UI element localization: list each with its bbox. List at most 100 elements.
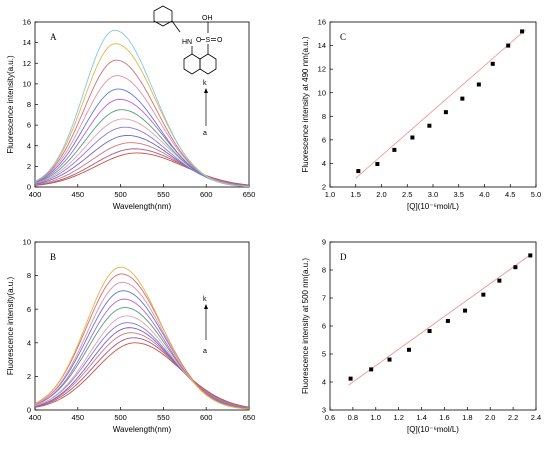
chemical-structure: HN OH O S O xyxy=(153,5,223,75)
y-tick-label: 10 xyxy=(23,79,31,88)
spectrum-curve xyxy=(34,142,250,187)
spectrum-curve xyxy=(34,332,250,409)
x-tick-label: 400 xyxy=(29,413,42,422)
panel-letter: B xyxy=(50,252,56,262)
y-tick-label: 8 xyxy=(322,112,326,121)
s-label: S xyxy=(206,37,211,44)
y-tick-label: 16 xyxy=(23,18,31,27)
arrow-annotation-a: k a xyxy=(203,80,208,137)
data-point xyxy=(387,357,392,362)
plot-frame xyxy=(34,241,250,411)
y-tick-label: 3 xyxy=(322,406,326,415)
x-axis-label: [Q](10⁻⁶mol/L) xyxy=(407,202,459,211)
y-tick-label: 14 xyxy=(318,41,326,50)
x-tick-label: 600 xyxy=(200,413,213,422)
data-point xyxy=(356,169,361,174)
y-tick-label: 6 xyxy=(27,121,31,130)
arrow-a-top-label: k xyxy=(203,80,207,87)
y-tick-label: 4 xyxy=(27,141,31,150)
y-tick-label: 10 xyxy=(23,238,31,247)
x-axis-label: [Q](10⁻⁶mol/L) xyxy=(407,425,459,434)
panel-letter: C xyxy=(340,32,346,42)
naphthalene-right-ring xyxy=(199,53,217,75)
x-tick-label: 450 xyxy=(72,413,85,422)
x-tick-label: 2.0 xyxy=(376,190,386,199)
data-point xyxy=(490,61,495,66)
plot-frame xyxy=(329,21,537,188)
y-tick-label: 6 xyxy=(322,135,326,144)
arrow-a-bottom-label: a xyxy=(203,130,207,137)
spectrum-curve xyxy=(34,43,250,187)
x-tick-label: 4.0 xyxy=(479,190,489,199)
y-tick-label: 12 xyxy=(318,65,326,74)
o-left-label: O xyxy=(196,37,202,44)
x-tick-label: 2.2 xyxy=(508,413,518,422)
naphthalene-left-ring xyxy=(183,53,201,75)
data-point xyxy=(375,162,380,167)
panel-b: 400 450 500 550 600 650 0 2 4 6 8 10 Wavelength(nm) F… xyxy=(6,238,255,434)
y-tick-label: 16 xyxy=(318,18,326,27)
data-point xyxy=(427,123,432,128)
x-tick-label: 2.4 xyxy=(531,413,541,422)
x-tick-label: 5.0 xyxy=(531,190,541,199)
y-tick-label: 2 xyxy=(27,372,31,381)
y-axis-label: Fluorescence intensity at 500 nm(a.u.) xyxy=(301,258,310,394)
x-tick-label: 1.0 xyxy=(371,413,381,422)
data-point xyxy=(497,278,502,283)
data-point xyxy=(463,308,468,313)
y-tick-label: 2 xyxy=(322,183,326,192)
y-axis-label: Fluorescence intensity(a.u.) xyxy=(6,55,15,154)
arrow-b-bottom-label: a xyxy=(203,348,207,355)
data-point xyxy=(476,82,481,87)
panel-c: 1.0 1.5 2.0 2.5 3.0 3.5 4.0 4.5 5.0 2 4 6 8 10 12 14 16 [… xyxy=(301,18,541,211)
y-tick-label: 8 xyxy=(27,271,31,280)
x-tick-label: 0.8 xyxy=(348,413,358,422)
spectrum-curve xyxy=(34,75,250,187)
y-tick-label: 0 xyxy=(27,183,31,192)
x-tick-label: 500 xyxy=(114,190,127,199)
y-tick-label: 14 xyxy=(23,38,31,47)
y-tick-label: 7 xyxy=(322,294,326,303)
arrow-a-head xyxy=(204,88,208,93)
x-tick-label: 2.5 xyxy=(402,190,412,199)
x-tick-label: 1.0 xyxy=(325,190,335,199)
oh-label: OH xyxy=(202,15,213,22)
spectrum-curve xyxy=(34,337,250,408)
x-tick-label: 450 xyxy=(72,190,85,199)
spectrum-curve xyxy=(34,342,250,408)
phenyl-ring xyxy=(153,5,173,27)
data-point xyxy=(348,376,353,381)
fit-line xyxy=(355,29,526,179)
y-tick-label: 0 xyxy=(27,406,31,415)
y-tick-label: 5 xyxy=(322,350,326,359)
arrow-annotation-b: k a xyxy=(203,296,208,355)
y-tick-label: 9 xyxy=(322,238,326,247)
x-tick-label: 650 xyxy=(243,413,256,422)
y-tick-label: 6 xyxy=(27,305,31,314)
x-tick-label: 400 xyxy=(29,190,42,199)
data-point xyxy=(506,43,511,48)
x-tick-label: 600 xyxy=(200,190,213,199)
fit-line xyxy=(348,252,533,386)
x-tick-label: 1.8 xyxy=(462,413,472,422)
x-tick-label: 3.5 xyxy=(454,190,464,199)
x-tick-label: 4.5 xyxy=(505,190,515,199)
data-point xyxy=(427,329,432,334)
y-tick-label: 8 xyxy=(27,100,31,109)
x-tick-label: 550 xyxy=(157,413,170,422)
spectrum-curve xyxy=(34,273,250,410)
bond-phenyl-n xyxy=(171,20,181,33)
data-point xyxy=(460,96,465,101)
panel-a: 400 450 500 550 600 650 0 2 4 6 8 10 12 14 16 Wavelengt… xyxy=(6,18,255,211)
data-point xyxy=(369,367,374,372)
panel-letter: D xyxy=(340,252,347,262)
x-tick-label: 550 xyxy=(157,190,170,199)
data-point xyxy=(445,318,450,323)
spectrum-curve xyxy=(34,266,250,410)
data-point xyxy=(481,292,486,297)
spectrum-curve xyxy=(34,29,250,187)
data-point xyxy=(410,135,415,140)
x-tick-label: 3.0 xyxy=(428,190,438,199)
x-tick-label: 1.2 xyxy=(393,413,403,422)
